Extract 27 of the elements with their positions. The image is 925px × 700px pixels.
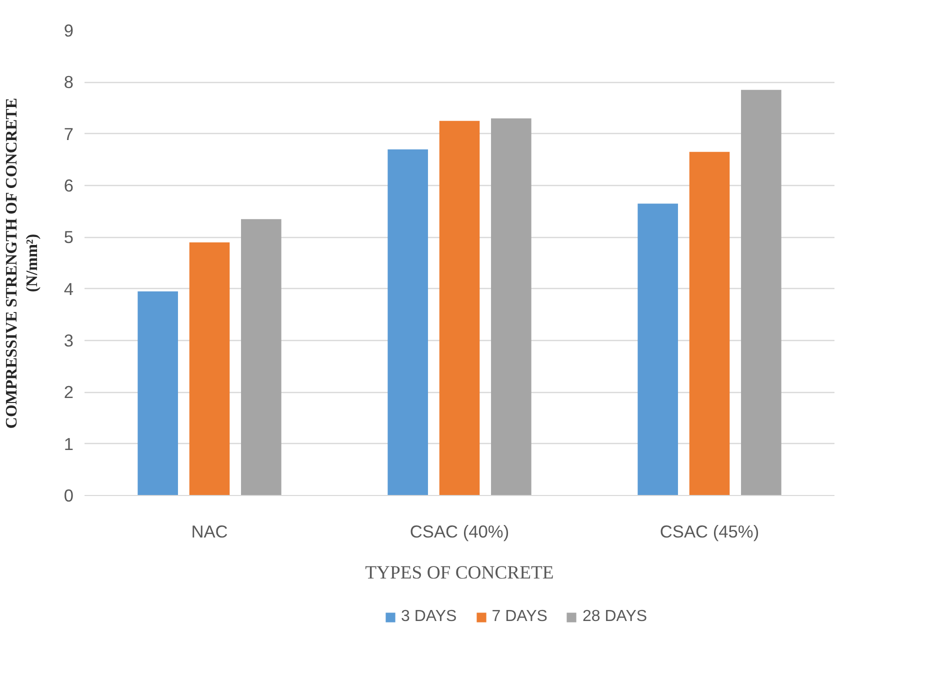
- bar: [689, 152, 730, 496]
- legend-label: 28 DAYS: [582, 608, 648, 626]
- legend-label: 7 DAYS: [492, 608, 548, 626]
- bar: [638, 204, 678, 496]
- bar: [439, 120, 480, 496]
- y-tick-label: 7: [64, 124, 74, 144]
- bar: [388, 149, 428, 496]
- x-axis-title: TYPES OF CONCRETE: [365, 562, 554, 584]
- y-tick-label: 6: [64, 176, 74, 196]
- y-tick-label: 9: [64, 20, 74, 40]
- bar: [189, 242, 230, 496]
- y-tick-label: 1: [64, 434, 74, 454]
- bar: [491, 118, 532, 496]
- bar: [241, 219, 282, 496]
- y-tick-label: 0: [64, 486, 74, 506]
- x-tick-label: NAC: [191, 522, 228, 542]
- y-axis-title: COMPRESSIVE STRENGTH OF CONCRETE (N/mm²): [3, 98, 41, 429]
- y-tick-label: 4: [64, 278, 74, 299]
- y-tick-label: 2: [64, 382, 74, 402]
- legend-label: 3 DAYS: [401, 608, 457, 626]
- y-tick-label: 5: [64, 227, 74, 248]
- bar: [741, 90, 782, 496]
- bar: [138, 291, 178, 496]
- y-tick-label: 8: [64, 72, 74, 92]
- x-tick-label: CSAC (45%): [660, 522, 760, 542]
- x-tick-label: CSAC (40%): [410, 522, 510, 542]
- y-tick-label: 3: [64, 330, 74, 350]
